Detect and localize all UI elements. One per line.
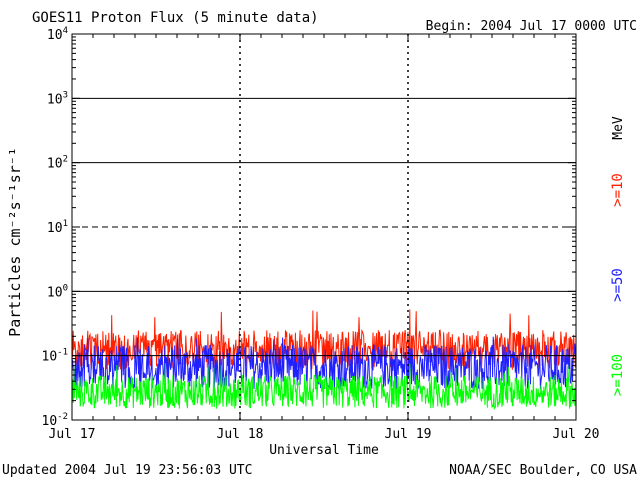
grid-layer: [72, 34, 576, 420]
y-tick-base: 10: [47, 28, 63, 43]
updated-label: Updated 2004 Jul 19 23:56:03 UTC: [2, 463, 252, 478]
data-layer: [71, 309, 577, 411]
x-tick-label: Jul 20: [553, 427, 600, 442]
y-tick-exponent: -1: [57, 348, 68, 358]
begin-label: Begin: 2004 Jul 17 0000 UTC: [426, 19, 637, 34]
x-axis-label: Universal Time: [269, 443, 379, 458]
y-tick-label: 100: [47, 283, 68, 300]
x-tick-label: Jul 19: [385, 427, 432, 442]
x-tick-label: Jul 17: [49, 427, 96, 442]
source-label: NOAA/SEC Boulder, CO USA: [449, 463, 637, 478]
y-tick-label: 103: [47, 90, 68, 107]
y-tick-label: 102: [47, 155, 68, 172]
y-tick-base: 10: [47, 221, 63, 236]
chart-title: GOES11 Proton Flux (5 minute data): [32, 10, 319, 26]
y-tick-base: 10: [42, 414, 58, 429]
legend-series-label: >=10: [610, 173, 626, 207]
series-line-ge50: [71, 336, 577, 391]
y-tick-exponent: 1: [63, 219, 68, 229]
y-tick-label: 104: [47, 26, 68, 43]
legend-series-label: >=50: [610, 268, 626, 302]
y-tick-exponent: 4: [63, 26, 68, 36]
y-tick-label: 101: [47, 219, 68, 236]
y-tick-base: 10: [47, 157, 63, 172]
y-tick-exponent: 3: [63, 90, 68, 100]
y-tick-base: 10: [42, 350, 58, 365]
y-tick-exponent: 0: [63, 283, 68, 293]
y-tick-label: 10-2: [42, 412, 69, 429]
legend-series-label: >=100: [610, 354, 626, 396]
y-tick-exponent: 2: [63, 155, 68, 165]
y-tick-exponent: -2: [57, 412, 68, 422]
x-axis: Jul 17 Jul 18 Jul 19 Jul 20: [49, 34, 600, 442]
x-tick-label: Jul 18: [217, 427, 264, 442]
series-line-ge100: [71, 363, 577, 411]
legend: MeV >=10 >=50 >=100: [610, 116, 626, 396]
y-tick-base: 10: [47, 92, 63, 107]
y-tick-label: 10-1: [42, 348, 69, 365]
y-tick-base: 10: [47, 285, 63, 300]
y-axis-label: Particles cm⁻²s⁻¹sr⁻¹: [6, 147, 24, 337]
legend-unit-label: MeV: [611, 116, 626, 140]
